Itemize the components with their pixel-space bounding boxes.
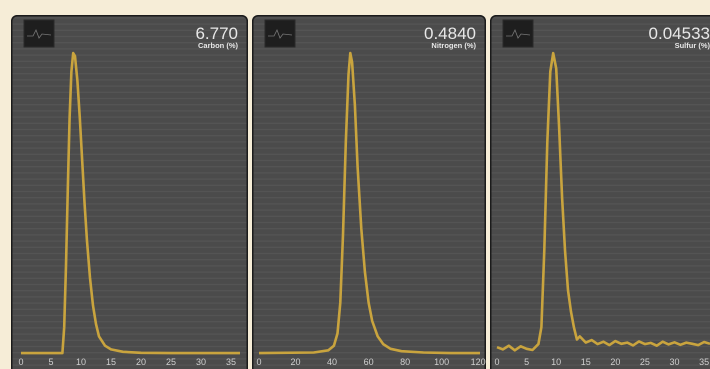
chart-icon: [264, 19, 296, 48]
x-tick-label: 0: [256, 357, 261, 367]
x-tick-label: 15: [581, 357, 591, 367]
result-label: Carbon (%): [198, 41, 239, 50]
x-tick-label: 100: [434, 357, 449, 367]
x-tick-label: 10: [551, 357, 561, 367]
panel-bg: [11, 15, 248, 369]
x-tick-label: 10: [76, 357, 86, 367]
x-tick-label: 80: [400, 357, 410, 367]
signal-line: [21, 51, 240, 355]
chart-icon-glyph: [506, 29, 531, 39]
x-tick-label: 20: [610, 357, 620, 367]
x-tick-label: 40: [327, 357, 337, 367]
result-label: Sulfur (%): [675, 41, 710, 50]
x-tick-label: 30: [669, 357, 679, 367]
x-tick-label: 5: [48, 357, 53, 367]
x-tick-label: 20: [291, 357, 301, 367]
chart-icon-glyph: [27, 29, 52, 39]
x-tick-label: 5: [524, 357, 529, 367]
result-value: 0.04533: [649, 24, 710, 43]
chart-icon: [23, 19, 55, 48]
x-tick-label: 35: [699, 357, 709, 367]
x-tick-label: 30: [196, 357, 206, 367]
x-tick-label: 0: [18, 357, 23, 367]
x-tick-label: 25: [166, 357, 176, 367]
signal-line: [496, 51, 710, 352]
x-tick-label: 25: [640, 357, 650, 367]
result-label: Nitrogen (%): [431, 41, 476, 50]
x-tick-label: 60: [364, 357, 374, 367]
x-tick-label: 20: [136, 357, 146, 367]
chart-icon: [502, 19, 534, 48]
chart-icon-glyph: [268, 29, 293, 39]
panel-bg: [490, 15, 710, 369]
panel-bg: [252, 15, 486, 369]
result-value: 0.4840: [424, 24, 476, 43]
x-tick-label: 35: [226, 357, 236, 367]
x-tick-label: 120: [471, 357, 486, 367]
x-tick-label: 0: [494, 357, 499, 367]
result-value: 6.770: [195, 24, 238, 43]
signal-line: [258, 51, 480, 355]
x-tick-label: 15: [106, 357, 116, 367]
